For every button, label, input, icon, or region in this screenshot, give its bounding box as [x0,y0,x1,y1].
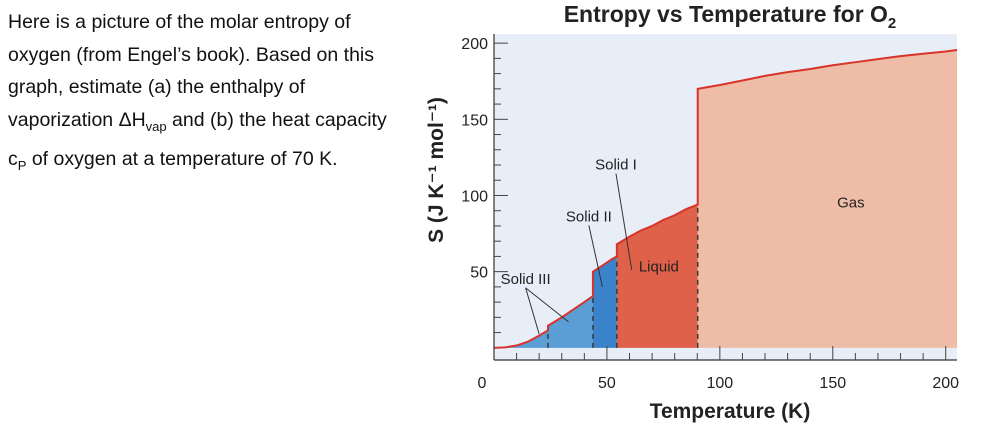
p-subscript: P [17,157,27,173]
question-part2: and (b) the heat capacity c [8,108,387,170]
question-paragraph: Here is a picture of the molar entropy o… [8,6,398,182]
y-tick-label: 100 [461,188,488,205]
label-solid-ii: Solid II [566,208,612,225]
pointer-solid-iii [525,287,569,323]
phase-labels: Solid I Solid II Solid III Liquid Gas [501,157,865,288]
label-liquid: Liquid [639,259,679,276]
phase-fill-solid-iii [494,296,593,348]
y-tick-label: 200 [461,36,488,53]
label-solid-iii: Solid III [501,271,551,288]
chart-title-main: Entropy vs Temperature for O [564,1,888,27]
question-part3: of oxygen at a temperature of 70 K. [26,147,338,170]
phase-fill-liquid [616,204,698,348]
y-tick-label: 150 [461,112,488,129]
x-tick-label: 50 [598,375,616,392]
x-tick-label: 100 [707,375,734,392]
chart-title: Entropy vs Temperature for O2 [564,1,897,32]
question-text: Here is a picture of the molar entropy o… [8,6,398,182]
entropy-curve [493,49,958,349]
label-pointers [525,173,633,335]
phase-fills [494,49,957,348]
pointer-solid-i [615,173,633,271]
label-gas: Gas [837,195,865,212]
chart-title-subscript: 2 [888,15,896,32]
x-tick-label: 0 [478,375,487,392]
pointer-solid-ii [588,225,603,287]
phase-fill-solid-ii [592,256,617,348]
question-part1: Here is a picture of the molar entropy o… [8,11,375,131]
phase-fill-gas [697,49,957,348]
x-axis-label: Temperature (K) [650,400,811,423]
axes: 50 100 150 200 0 50 100 150 200 [461,34,959,392]
y-tick-label: 50 [470,265,488,282]
x-tick-label: 200 [932,375,959,392]
vap-subscript: vap [145,118,167,134]
label-solid-i: Solid I [595,157,637,174]
y-axis-label: S (J K⁻¹ mol⁻¹) [425,97,448,243]
pointer-solid-iii [525,287,540,335]
x-tick-label: 150 [819,375,846,392]
